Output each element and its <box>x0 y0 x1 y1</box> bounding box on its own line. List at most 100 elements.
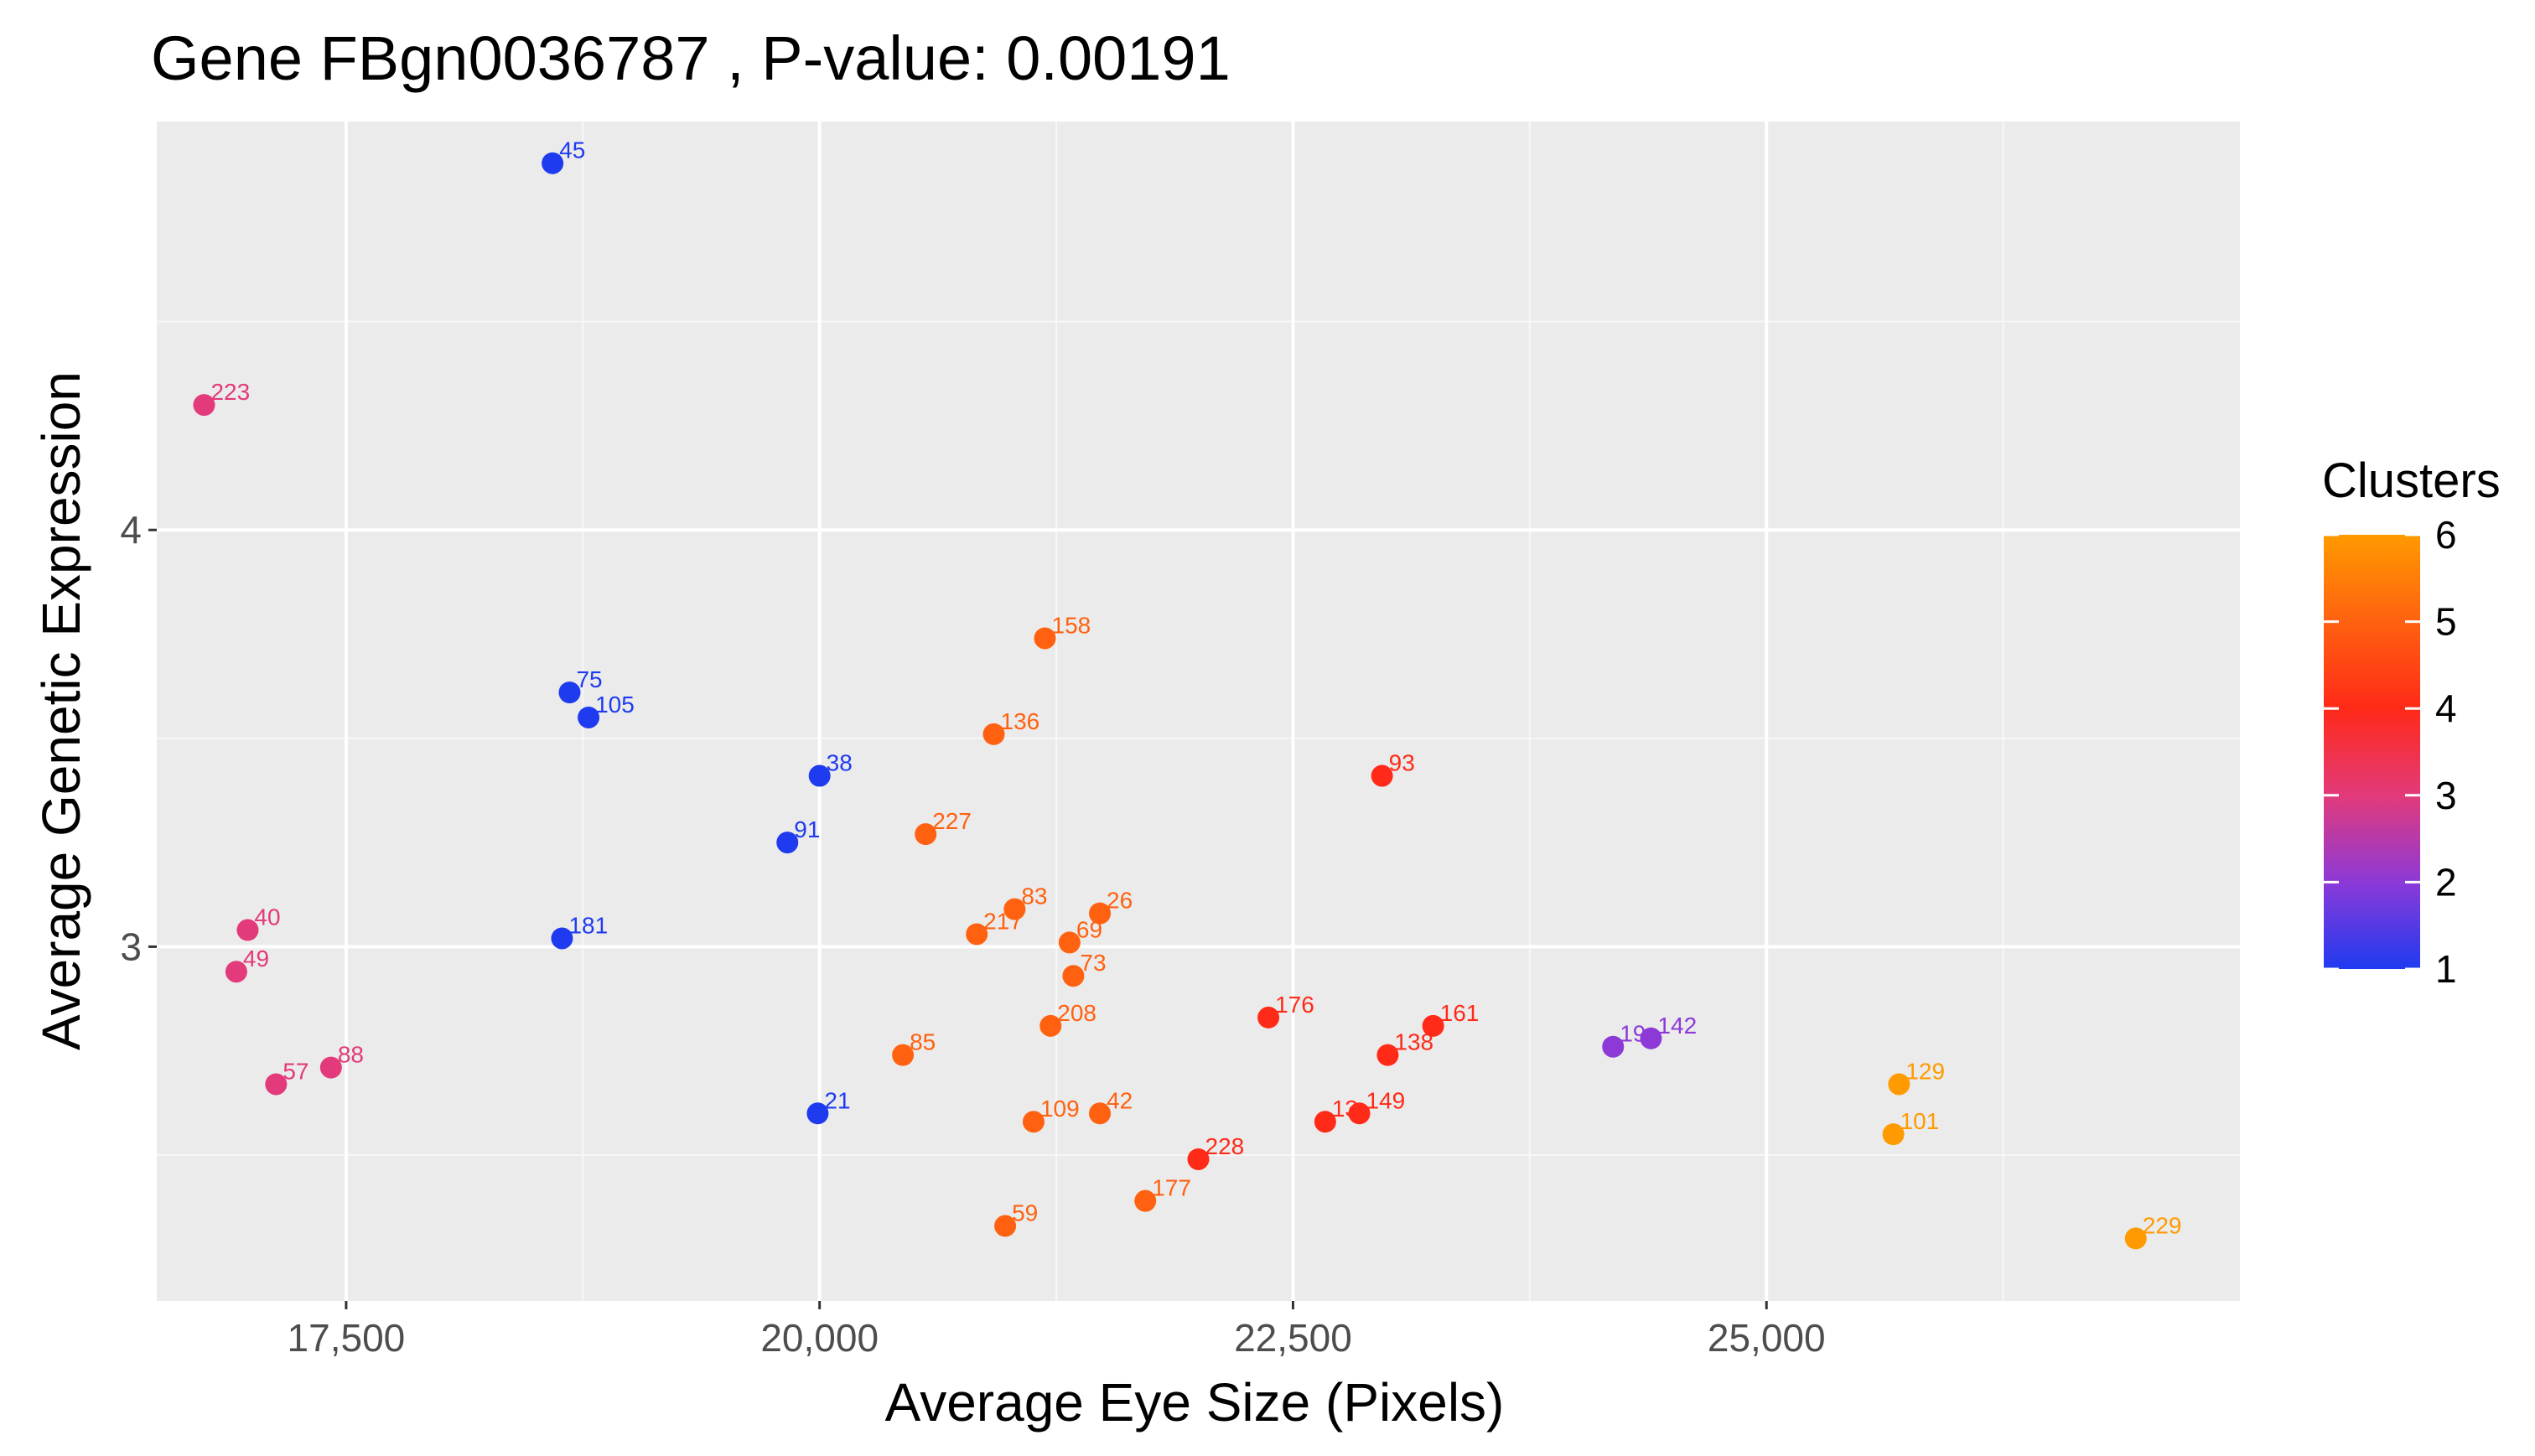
plot-panel <box>157 122 2240 1301</box>
data-point <box>236 919 259 941</box>
point-label: 176 <box>1275 992 1314 1018</box>
point-label: 45 <box>559 137 585 163</box>
data-point <box>265 1073 288 1096</box>
data-point <box>1888 1073 1910 1096</box>
x-tick-label: 25,000 <box>1708 1316 1826 1360</box>
point-label: 40 <box>254 904 280 930</box>
point-label: 101 <box>1900 1108 1940 1134</box>
legend-tick-label: 3 <box>2435 774 2457 817</box>
data-point <box>558 681 581 704</box>
x-axis-title: Average Eye Size (Pixels) <box>885 1372 1505 1433</box>
data-point <box>892 1044 915 1066</box>
data-point <box>1376 1044 1399 1066</box>
point-label: 181 <box>568 912 608 938</box>
data-point <box>776 832 799 854</box>
point-label: 149 <box>1366 1087 1406 1113</box>
point-label: 129 <box>1905 1058 1945 1084</box>
data-point <box>1348 1102 1371 1125</box>
chart-title: Gene FBgn0036787 , P-value: 0.00191 <box>151 23 1231 93</box>
y-tick-label: 3 <box>120 925 142 968</box>
y-axis-title: Average Genetic Expression <box>31 371 91 1050</box>
data-point <box>1039 1014 1062 1037</box>
point-label: 227 <box>932 808 972 834</box>
point-label: 88 <box>338 1042 364 1068</box>
data-point <box>193 394 215 417</box>
data-point <box>578 706 600 728</box>
point-label: 177 <box>1152 1175 1191 1201</box>
legend-tick-label: 1 <box>2435 947 2457 991</box>
y-tick-label: 4 <box>120 508 142 552</box>
point-label: 26 <box>1107 888 1133 914</box>
point-label: 73 <box>1080 950 1106 976</box>
legend-tick-label: 6 <box>2435 513 2457 557</box>
major-gridlines <box>157 122 2240 1301</box>
data-point <box>1422 1014 1444 1037</box>
x-tick-label: 22,500 <box>1234 1316 1352 1360</box>
legend-tick-label: 5 <box>2435 600 2457 644</box>
data-point <box>1022 1111 1045 1133</box>
legend-tick-label: 2 <box>2435 860 2457 904</box>
data-point <box>551 927 573 950</box>
point-label: 109 <box>1040 1096 1080 1122</box>
point-label: 42 <box>1107 1087 1133 1113</box>
data-point <box>1257 1006 1280 1029</box>
data-point <box>806 1102 829 1125</box>
point-label: 93 <box>1389 750 1415 776</box>
data-point <box>1602 1035 1625 1058</box>
x-tick-label: 20,000 <box>760 1316 879 1360</box>
data-point <box>1003 898 1026 920</box>
data-point <box>1058 931 1081 954</box>
point-label: 69 <box>1076 916 1102 942</box>
point-label: 228 <box>1205 1133 1245 1159</box>
data-point <box>1371 764 1393 787</box>
point-label: 136 <box>1001 708 1040 734</box>
data-point <box>1314 1111 1336 1133</box>
data-point <box>994 1215 1017 1237</box>
point-label: 138 <box>1394 1029 1433 1055</box>
data-point <box>808 764 831 787</box>
point-label: 142 <box>1657 1013 1697 1039</box>
data-point <box>319 1056 342 1079</box>
data-point <box>1134 1189 1157 1212</box>
data-point <box>1034 627 1056 650</box>
point-label: 57 <box>283 1058 308 1084</box>
point-label: 217 <box>983 908 1023 934</box>
point-label: 13 <box>1332 1096 1358 1122</box>
point-label: 105 <box>595 692 635 718</box>
point-label: 75 <box>576 666 602 692</box>
data-point <box>225 961 247 983</box>
data-point <box>1089 1102 1112 1125</box>
point-label: 83 <box>1021 883 1047 909</box>
point-label: 158 <box>1052 612 1091 638</box>
point-label: 91 <box>794 816 820 842</box>
point-label: 223 <box>210 379 250 405</box>
data-point <box>2124 1227 2147 1250</box>
data-point <box>982 723 1005 745</box>
point-label: 49 <box>243 946 269 972</box>
minor-gridlines <box>157 122 2240 1301</box>
data-point <box>1089 902 1112 925</box>
point-label: 161 <box>1440 1000 1480 1026</box>
legend-title: Clusters <box>2322 453 2501 508</box>
point-label: 21 <box>824 1087 850 1113</box>
data-point <box>1882 1123 1905 1146</box>
data-point <box>915 823 937 846</box>
data-point <box>1640 1027 1662 1049</box>
legend-tick-label: 4 <box>2435 687 2457 730</box>
data-point <box>542 152 564 174</box>
point-label: 59 <box>1012 1200 1038 1226</box>
point-label: 229 <box>2143 1212 2182 1238</box>
point-label: 19 <box>1620 1021 1646 1047</box>
legend-ticks: 1 2 3 4 5 6 <box>2324 513 2457 991</box>
data-point <box>1062 965 1085 987</box>
data-point <box>1187 1148 1210 1170</box>
data-point <box>966 923 988 946</box>
point-label: 38 <box>827 750 853 776</box>
x-axis-ticks: 17,500 20,000 22,500 25,000 <box>288 1301 1826 1360</box>
y-axis-ticks: 34 <box>120 508 157 968</box>
x-tick-label: 17,500 <box>288 1316 406 1360</box>
point-label: 85 <box>910 1029 936 1055</box>
legend-colorbar <box>2324 535 2420 969</box>
